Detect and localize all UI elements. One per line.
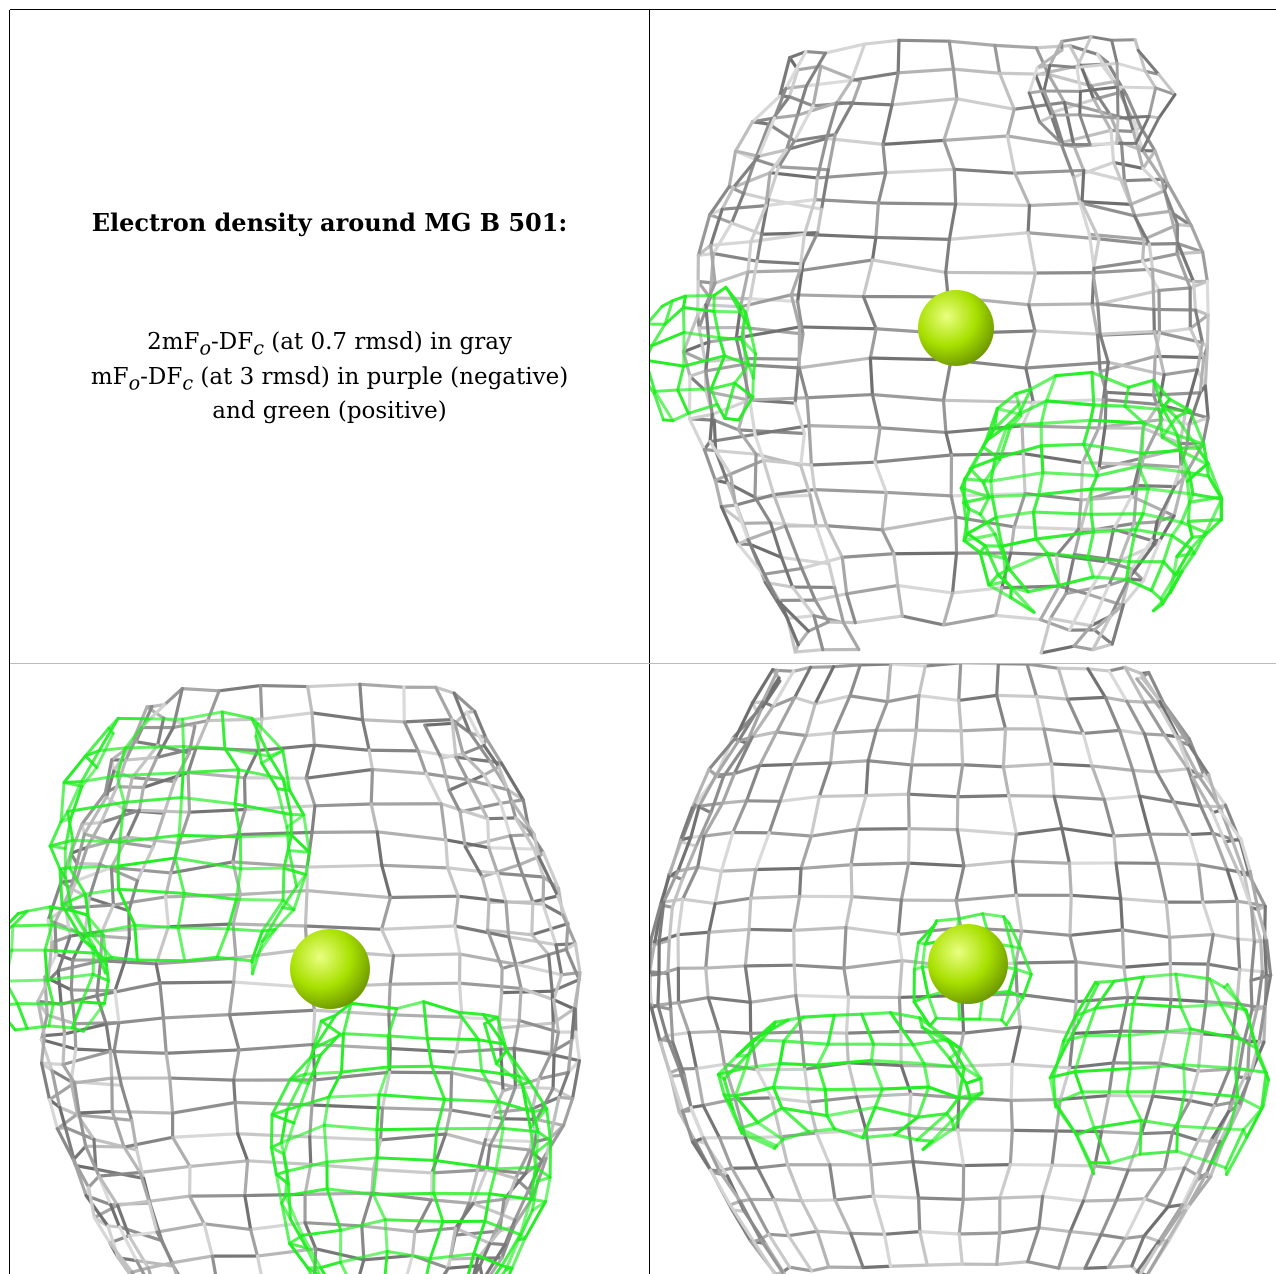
- density-view-2: [10, 664, 649, 1274]
- density-view-3: [650, 664, 1276, 1274]
- legend-line-fo: mFo-DFc (at 3 rmsd) in purple (negative): [90, 363, 569, 395]
- divider-horizontal: [10, 663, 1276, 664]
- caption-legend: 2mFo-DFc (at 0.7 rmsd) in gray mFo-DFc (…: [10, 328, 649, 426]
- green-mesh-view-3-right: [1048, 972, 1270, 1177]
- density-render-3: [650, 664, 1273, 1274]
- gray-mesh-view-2: [36, 682, 582, 1274]
- mg-sphere-view-2: [290, 929, 370, 1009]
- gray-mesh-view-1-top: [1027, 35, 1177, 153]
- density-render-2: [10, 682, 582, 1274]
- green-mesh-view-3-left: [716, 1011, 984, 1151]
- divider-vertical: [649, 10, 650, 1274]
- green-mesh-view-2-upper: [48, 710, 311, 976]
- gray-mesh-view-1: [681, 38, 1210, 655]
- caption-heading: Electron density around MG B 501:: [91, 208, 568, 237]
- border-left: [9, 10, 10, 1274]
- density-view-1: [650, 10, 1276, 663]
- green-mesh-view-2-lower: [269, 1000, 553, 1274]
- border-top: [10, 9, 1276, 10]
- legend-line-2fo: 2mFo-DFc (at 0.7 rmsd) in gray: [147, 329, 512, 360]
- mg-sphere-view-3: [928, 924, 1008, 1004]
- green-mesh-view-1-left: [650, 285, 757, 423]
- mg-sphere-view-1: [918, 290, 994, 366]
- green-mesh-view-1: [959, 370, 1224, 614]
- green-mesh-view-2-left: [10, 905, 110, 1033]
- legend-line-colors: and green (positive): [212, 398, 447, 425]
- density-render-1: [650, 35, 1224, 655]
- caption-panel: Electron density around MG B 501: 2mFo-D…: [10, 10, 649, 663]
